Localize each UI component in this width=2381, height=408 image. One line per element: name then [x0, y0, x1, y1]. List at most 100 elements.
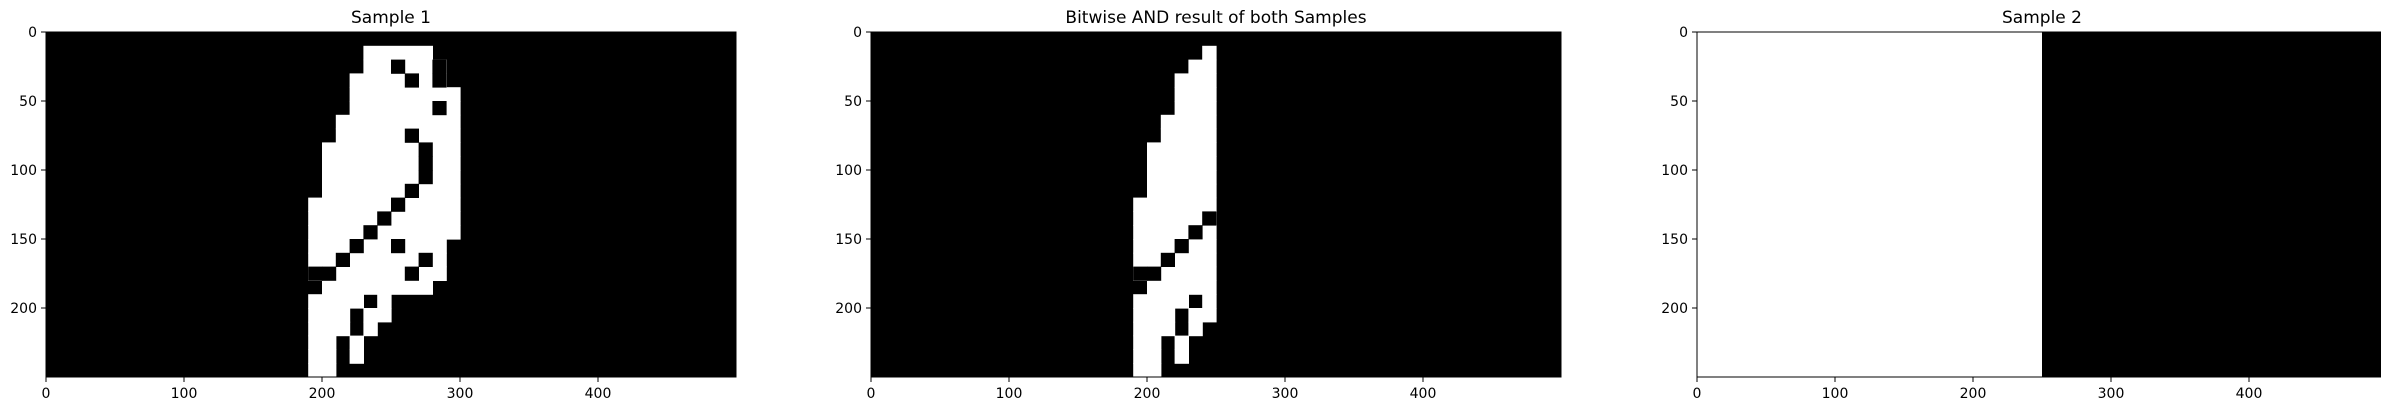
panel-sample-2: Sample 2 0 100 200 300 400 0 50 100 150 200	[1661, 8, 2381, 402]
black-pixel	[418, 156, 433, 171]
white-pixel-run	[322, 170, 461, 185]
black-pixel	[1133, 266, 1148, 281]
white-pixel-run	[322, 280, 433, 295]
black-pixel	[377, 211, 392, 226]
black-pixel	[432, 59, 447, 74]
black-pixel	[432, 101, 447, 116]
panel-title: Sample 1	[351, 8, 431, 28]
white-pixel-run	[308, 308, 351, 323]
black-pixel	[404, 266, 419, 281]
white-pixel-run	[349, 87, 461, 102]
x-tick-label: 200	[1960, 386, 1987, 402]
black-pixel	[391, 239, 406, 254]
white-pixel-run	[1202, 294, 1217, 309]
white-pixel-run	[1133, 225, 1217, 240]
white-pixel-run	[363, 321, 378, 337]
black-pixel	[418, 170, 433, 185]
white-pixel-run	[1133, 294, 1189, 309]
white-pixel-run	[308, 349, 337, 364]
white-pixel-run	[1188, 308, 1217, 323]
white-pixel-run	[1174, 87, 1217, 102]
y-tick-label: 0	[1679, 25, 1688, 41]
white-pixel-run	[308, 239, 447, 254]
black-pixel	[1160, 252, 1175, 267]
black-pixel	[404, 73, 419, 88]
white-pixel-run	[1188, 321, 1203, 337]
white-pixel-run	[1160, 128, 1217, 143]
white-pixel-run	[308, 225, 461, 240]
y-tick-label: 50	[19, 94, 37, 110]
white-pixel-run	[322, 156, 461, 171]
white-pixel-run	[1133, 211, 1217, 226]
panel-sample-1: Sample 1 0 100 200 300 400 0 50 100 150 200	[10, 8, 737, 402]
white-pixel-run	[308, 294, 364, 309]
black-pixel	[404, 128, 419, 143]
white-pixel-run	[1202, 45, 1217, 61]
white-pixel-run	[1147, 156, 1217, 171]
x-tick-label: 0	[1693, 386, 1702, 402]
black-pixel	[1188, 225, 1203, 240]
white-region	[1697, 32, 2042, 377]
y-tick-label: 200	[835, 301, 862, 317]
axes-frame	[1696, 31, 2381, 378]
y-tick-label: 50	[1670, 94, 1688, 110]
white-pixel-run	[1147, 170, 1217, 185]
x-tick-label: 400	[2236, 386, 2263, 402]
y-tick-label: 150	[1661, 232, 1688, 248]
white-pixel-run	[377, 294, 392, 309]
black-pixel	[418, 142, 433, 157]
black-pixel	[418, 252, 433, 267]
black-pixel	[391, 197, 406, 212]
black-pixel	[308, 266, 323, 281]
axes-frame	[870, 31, 1562, 378]
panel-title: Bitwise AND result of both Samples	[1065, 8, 1366, 28]
white-pixel-run	[1147, 280, 1217, 295]
black-pixel	[404, 183, 419, 198]
black-pixel	[335, 252, 350, 267]
black-pixel	[391, 59, 406, 74]
white-pixel-run	[308, 197, 461, 212]
x-tick-label: 300	[2098, 386, 2125, 402]
x-tick-label: 200	[1134, 386, 1161, 402]
white-pixel-run	[349, 73, 447, 88]
black-pixel	[349, 239, 364, 254]
x-tick-label: 300	[1272, 386, 1299, 402]
x-tick-label: 0	[867, 386, 876, 402]
black-pixel	[432, 73, 447, 88]
x-tick-label: 400	[585, 386, 612, 402]
white-pixel-run	[349, 335, 364, 350]
white-pixel-run	[1133, 197, 1217, 212]
white-pixel-run	[308, 321, 351, 337]
white-pixel-run	[1174, 101, 1217, 116]
white-pixel-run	[308, 335, 337, 350]
x-tick-label: 100	[996, 386, 1023, 402]
white-pixel-run	[308, 363, 337, 378]
y-tick-label: 200	[1661, 301, 1688, 317]
x-tick-label: 300	[447, 386, 474, 402]
white-pixel-run	[1174, 73, 1217, 88]
y-tick-label: 200	[10, 301, 37, 317]
y-tick-label: 0	[28, 25, 37, 41]
white-pixel-run	[1174, 335, 1189, 350]
white-pixel-run	[1174, 349, 1189, 364]
white-pixel-run	[1133, 321, 1176, 337]
x-tick-label: 100	[1822, 386, 1849, 402]
white-pixel-run	[363, 45, 433, 61]
panel-bitwise-and: Bitwise AND result of both Samples 0 100 2…	[835, 8, 1562, 402]
white-pixel-run	[322, 183, 461, 199]
white-pixel-run	[322, 142, 461, 157]
black-pixel	[363, 225, 378, 240]
y-tick-label: 100	[835, 163, 862, 179]
y-tick-label: 150	[835, 232, 862, 248]
black-pixel	[1202, 211, 1217, 226]
black-pixel	[1174, 239, 1189, 254]
white-pixel-run	[1147, 183, 1217, 199]
y-tick-label: 100	[1661, 163, 1688, 179]
white-pixel-run	[1133, 363, 1162, 378]
y-tick-label: 0	[853, 25, 862, 41]
y-tick-label: 50	[844, 94, 862, 110]
white-pixel-run	[349, 349, 364, 364]
x-tick-label: 200	[309, 386, 336, 402]
x-tick-label: 100	[171, 386, 198, 402]
